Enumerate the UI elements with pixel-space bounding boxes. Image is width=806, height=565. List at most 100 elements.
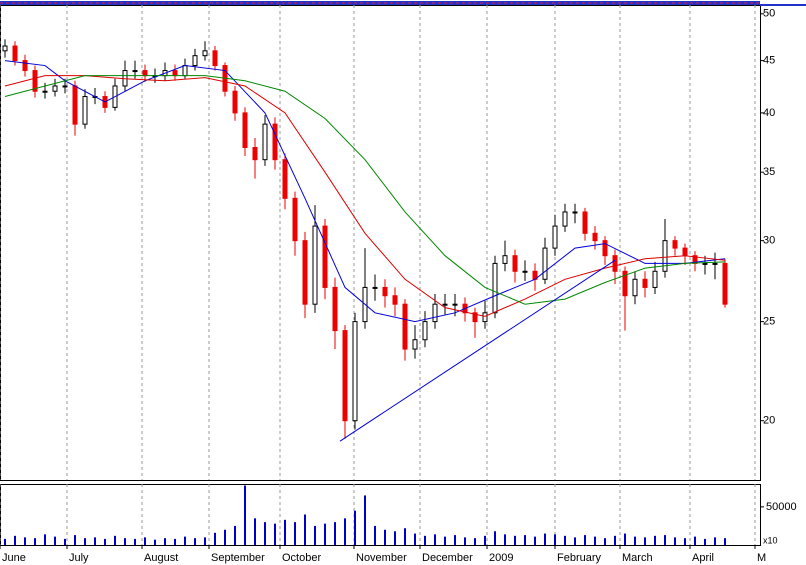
- volume-bar: [654, 535, 656, 545]
- candle-body: [682, 247, 688, 257]
- candle-body: [52, 85, 58, 92]
- volume-bar: [104, 538, 106, 545]
- candle-body: [442, 303, 448, 306]
- volume-bar: [454, 535, 456, 545]
- volume-bar: [324, 523, 326, 545]
- volume-bar: [674, 537, 676, 545]
- volume-bar: [204, 537, 206, 545]
- y-tick-label: 40: [763, 107, 775, 119]
- volume-bar: [544, 533, 546, 545]
- candle-body: [482, 312, 488, 323]
- candle-body: [72, 85, 78, 125]
- candle-body: [342, 330, 348, 422]
- candle-body: [582, 211, 588, 234]
- volume-bar: [594, 536, 596, 545]
- trend-line: [339, 259, 616, 442]
- candle-body: [552, 225, 558, 249]
- volume-bar: [234, 525, 236, 545]
- volume-bar: [704, 538, 706, 545]
- volume-bar: [694, 536, 696, 545]
- volume-bar: [214, 532, 216, 545]
- candle-body: [82, 96, 88, 125]
- candle-body: [622, 270, 628, 297]
- candle-body: [612, 255, 618, 272]
- volume-bar: [504, 534, 506, 545]
- candle-body: [502, 255, 508, 264]
- x-tick-label: April: [692, 552, 714, 564]
- average-line: [4, 75, 726, 317]
- candle-body: [422, 321, 428, 341]
- candle-body: [402, 303, 408, 350]
- volume-bar: [364, 495, 366, 545]
- candle-body: [132, 70, 138, 73]
- candle-body: [412, 339, 418, 350]
- volume-bar: [44, 534, 46, 545]
- candle-body: [562, 211, 568, 227]
- candle-body: [432, 303, 438, 323]
- volume-bar: [424, 535, 426, 545]
- volume-bar: [74, 535, 76, 545]
- candle-body: [242, 112, 248, 149]
- volume-bar: [4, 538, 6, 545]
- candle-body: [392, 295, 398, 305]
- candle-body: [182, 65, 188, 77]
- volume-bar: [274, 523, 276, 545]
- candle-body: [42, 90, 48, 93]
- volume-bar: [94, 537, 96, 545]
- candle-body: [232, 90, 238, 114]
- volume-bar: [304, 514, 306, 545]
- candle-body: [452, 303, 458, 306]
- volume-bar: [494, 531, 496, 545]
- y-tick-label: 25: [763, 316, 775, 328]
- volume-tick-label: 50000: [766, 501, 797, 513]
- candle-body: [62, 85, 68, 88]
- candle-body: [382, 286, 388, 297]
- candle-body: [32, 70, 38, 92]
- volume-bar: [484, 535, 486, 545]
- y-tick-label: 50: [763, 8, 775, 20]
- candle-body: [2, 45, 8, 52]
- volume-bar: [524, 535, 526, 545]
- candle-body: [292, 197, 298, 242]
- volume-bar: [34, 538, 36, 545]
- volume-bar: [184, 536, 186, 545]
- volume-bar: [124, 538, 126, 545]
- volume-bar: [164, 538, 166, 545]
- volume-bar: [584, 535, 586, 545]
- volume-bar: [534, 536, 536, 545]
- volume-bar: [644, 537, 646, 545]
- volume-bar: [154, 539, 156, 545]
- volume-bar: [724, 538, 726, 545]
- volume-bar: [474, 538, 476, 545]
- candle-body: [202, 50, 208, 57]
- x-tick-label: September: [211, 552, 265, 564]
- x-tick-label: M: [757, 552, 766, 564]
- candle-body: [642, 278, 648, 288]
- volume-bar: [374, 525, 376, 545]
- volume-bar: [194, 538, 196, 545]
- volume-bar: [554, 534, 556, 545]
- volume-bar: [384, 529, 386, 545]
- x-tick-label: July: [69, 552, 89, 564]
- y-tick-label: 30: [763, 235, 775, 247]
- volume-bar: [404, 528, 406, 545]
- x-tick-label: October: [282, 552, 321, 564]
- candle-body: [592, 232, 598, 242]
- candle-body: [22, 60, 28, 72]
- candle-body: [252, 147, 258, 161]
- candle-body: [272, 123, 278, 161]
- candle-body: [192, 55, 198, 67]
- candle-body: [302, 240, 308, 305]
- volume-multiplier: x10: [763, 535, 778, 545]
- candle-body: [212, 50, 218, 67]
- candle-body: [632, 278, 638, 297]
- candle-body: [312, 225, 318, 305]
- x-tick-label: December: [422, 552, 473, 564]
- volume-bar: [634, 536, 636, 545]
- x-tick-label: November: [356, 552, 407, 564]
- volume-bar: [344, 518, 346, 545]
- average-line: [4, 75, 726, 305]
- volume-bar: [14, 535, 16, 545]
- x-tick-label: 2009: [489, 552, 513, 564]
